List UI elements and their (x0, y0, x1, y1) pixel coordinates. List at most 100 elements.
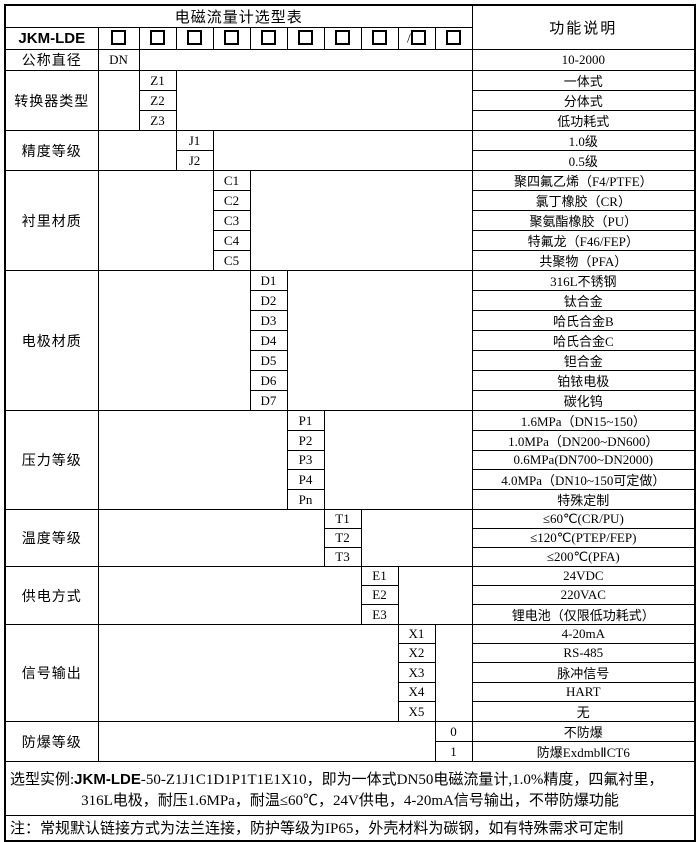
desc-cell: ≤120℃(PTEP/FEP) (471, 528, 696, 548)
code-cell: C3 (212, 210, 251, 231)
checkbox-cell (138, 27, 177, 50)
checkbox-cell (360, 27, 399, 50)
code-cell: 1 (434, 741, 473, 762)
label-explosion-proof: 防爆等级 (4, 721, 99, 762)
spacer (97, 130, 177, 171)
desc-cell: ≤60℃(CR/PU) (471, 509, 696, 529)
label-converter-type: 转换器类型 (4, 70, 99, 131)
table-row: 温度等级 T1 ≤60℃(CR/PU) (4, 509, 696, 567)
label-electrode-material: 电极材质 (4, 270, 99, 411)
label-power-supply: 供电方式 (4, 566, 99, 625)
example-model: JKM-LDE (74, 770, 141, 788)
code-cell: E1 (360, 566, 399, 586)
code-cell: X5 (397, 701, 436, 722)
desc-cell: HART (471, 682, 696, 702)
code-cell: J1 (175, 130, 214, 151)
table-row: X2 RS-485 (5, 643, 696, 663)
code-cell: D7 (249, 390, 288, 411)
code-cell: D5 (249, 350, 288, 371)
checkbox-icon (261, 30, 276, 46)
code-cell: T2 (323, 528, 362, 548)
spacer (97, 270, 251, 411)
code-cell: J2 (175, 150, 214, 171)
model-prefix: JKM-LDE (4, 27, 99, 50)
desc-cell: 不防爆 (471, 721, 696, 742)
selection-table: 电磁流量计选型表 功能说明 JKM-LDE / 公称直径 DN 10-2000 … (4, 4, 696, 842)
table-row: C4 特氟龙（F46/FEP） (5, 230, 696, 251)
table-row: D3 哈氏合金B (5, 310, 696, 331)
code-cell: X3 (397, 662, 436, 683)
code-cell: T3 (323, 547, 362, 567)
code-cell: DN (97, 49, 140, 71)
code-cell: E2 (360, 585, 399, 605)
desc-cell: 1.0MPa（DN200~DN600） (471, 430, 696, 451)
code-cell: P4 (286, 469, 325, 490)
spacer (97, 170, 214, 271)
table-row: X5 无 (5, 701, 696, 722)
note-text: 注：常规默认链接方式为法兰连接，防护等级为IP65，外壳材料为碳钢，如有特殊需求… (4, 815, 696, 841)
example-line2: 316L电极，耐压1.6MPa，耐温≤60℃，24V供电，4-20mA信号输出，… (81, 792, 619, 809)
desc-cell: 一体式 (471, 70, 696, 91)
desc-cell: 24VDC (471, 566, 696, 586)
code-cell: C1 (212, 170, 251, 191)
code-cell: T1 (323, 509, 362, 529)
desc-cell: 0.6MPa(DN700~DN2000) (471, 450, 696, 470)
table-row: P3 0.6MPa(DN700~DN2000) (5, 450, 696, 470)
code-cell: D3 (249, 310, 288, 331)
selection-example: 选型实例:JKM-LDE-50-Z1J1C1D1P1T1E1X10，即为一体式D… (4, 761, 696, 816)
label-accuracy-class: 精度等级 (4, 130, 99, 171)
label-temperature-rating: 温度等级 (4, 509, 99, 567)
desc-cell: 氯丁橡胶（CR） (471, 190, 696, 211)
code-cell: X2 (397, 643, 436, 663)
code-cell: Pn (286, 489, 325, 510)
table-row: 衬里材质 C1 聚四氟乙烯（F4/PTFE） (4, 170, 696, 271)
label-liner-material: 衬里材质 (4, 170, 99, 271)
checkbox-icon (224, 30, 239, 46)
table-row: D2 钛合金 (5, 290, 696, 311)
label-pressure-rating: 压力等级 (4, 410, 99, 510)
desc-cell: 4-20mA (471, 624, 696, 644)
example-row: 选型实例:JKM-LDE-50-Z1J1C1D1P1T1E1X10，即为一体式D… (4, 761, 696, 816)
checkbox-icon (150, 30, 165, 46)
table-row: D4 哈氏合金C (5, 330, 696, 351)
checkbox-cell (249, 27, 288, 50)
desc-cell: 钛合金 (471, 290, 696, 311)
table-row: 压力等级 P1 1.6MPa（DN15~150） (4, 410, 696, 510)
code-cell: C5 (212, 250, 251, 271)
desc-cell: 聚氨酯橡胶（PU） (471, 210, 696, 231)
code-cell: C4 (212, 230, 251, 251)
desc-cell: 低功耗式 (471, 110, 696, 131)
checkbox-cell (175, 27, 214, 50)
code-cell: D6 (249, 370, 288, 391)
table-row: E2 220VAC (5, 585, 696, 605)
desc-cell: 316L不锈钢 (471, 270, 696, 291)
code-cell: P2 (286, 430, 325, 451)
desc-cell: 防爆ExdmbⅡCT6 (471, 741, 696, 762)
desc-cell: 特殊定制 (471, 489, 696, 510)
table-row: D6 铂铱电极 (5, 370, 696, 391)
label-nominal-diameter: 公称直径 (4, 49, 99, 71)
code-cell: 0 (434, 721, 473, 742)
table-row: 电极材质 D1 316L不锈钢 (4, 270, 696, 411)
checkbox-icon (446, 30, 462, 46)
table-row: 信号输出 X1 4-20mA (4, 624, 696, 722)
example-prefix: 选型实例: (10, 771, 75, 788)
code-cell: D1 (249, 270, 288, 291)
code-cell: Z3 (138, 110, 177, 131)
desc-cell: 共聚物（PFA） (471, 250, 696, 271)
code-cell: E3 (360, 604, 399, 625)
example-rest: -50-Z1J1C1D1P1T1E1X10，即为一体式DN50电磁流量计,1.0… (140, 771, 664, 788)
example-line1: 选型实例:JKM-LDE-50-Z1J1C1D1P1T1E1X10，即为一体式D… (6, 768, 694, 789)
checkbox-cell (212, 27, 251, 50)
checkbox-icon (111, 30, 126, 46)
checkbox-cell (434, 27, 473, 50)
desc-cell: 1.6MPa（DN15~150） (471, 410, 696, 431)
spacer (360, 509, 473, 567)
desc-cell: 4.0MPa（DN10~150可定做） (471, 469, 696, 490)
slash-prefix: / (407, 30, 411, 46)
code-cell: X4 (397, 682, 436, 702)
checkbox-icon (372, 30, 387, 46)
table-row: D5 钽合金 (5, 350, 696, 371)
checkbox-cell (323, 27, 362, 50)
spacer (286, 270, 473, 411)
